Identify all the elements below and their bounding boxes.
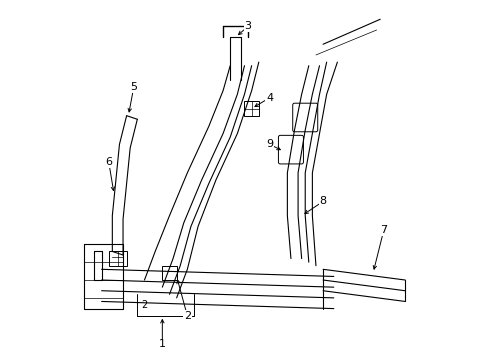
FancyBboxPatch shape bbox=[244, 102, 258, 116]
FancyBboxPatch shape bbox=[278, 135, 303, 164]
Text: 9: 9 bbox=[265, 139, 272, 149]
FancyBboxPatch shape bbox=[162, 266, 176, 280]
Text: 8: 8 bbox=[319, 197, 326, 206]
Text: 4: 4 bbox=[265, 93, 272, 103]
Text: 5: 5 bbox=[130, 82, 137, 92]
Text: 2: 2 bbox=[141, 300, 147, 310]
Text: 6: 6 bbox=[105, 157, 112, 167]
Text: 2: 2 bbox=[183, 311, 190, 321]
Text: 3: 3 bbox=[244, 21, 251, 31]
FancyBboxPatch shape bbox=[292, 103, 317, 132]
Text: 1: 1 bbox=[159, 339, 165, 349]
FancyBboxPatch shape bbox=[108, 251, 126, 266]
Text: 7: 7 bbox=[380, 225, 386, 235]
